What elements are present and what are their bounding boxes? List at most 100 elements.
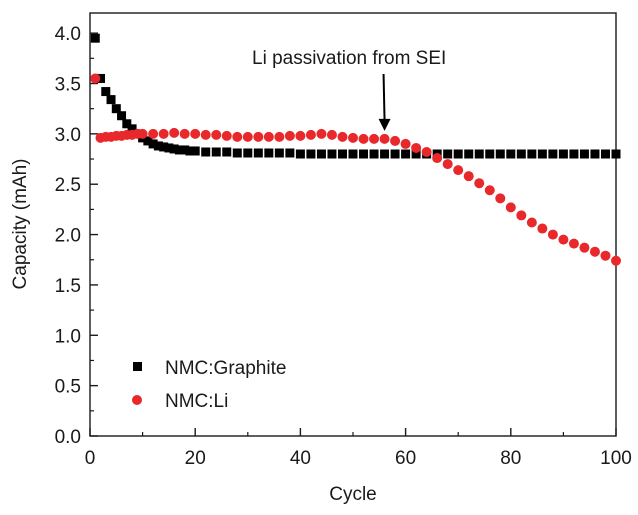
data-point-circle: [305, 129, 316, 140]
y-tick-label: 4.0: [55, 24, 81, 45]
y-tick-label: 0.5: [55, 377, 81, 398]
data-point-square: [106, 95, 116, 105]
x-tick-label: 80: [500, 448, 521, 469]
data-point-square: [90, 33, 100, 43]
data-point-square: [169, 144, 179, 154]
data-point-square: [527, 149, 537, 159]
data-point-circle: [505, 202, 516, 213]
data-point-square: [164, 143, 174, 153]
data-point-square: [274, 148, 284, 158]
data-series: [90, 33, 621, 266]
x-tick-label: 40: [290, 448, 311, 469]
legend-label-li: NMC:Li: [165, 391, 228, 412]
data-point-square: [348, 149, 358, 159]
data-point-circle: [411, 142, 422, 153]
data-point-square: [359, 149, 369, 159]
data-point-square: [411, 149, 421, 159]
data-point-square: [474, 149, 484, 159]
x-tick-label: 0: [85, 448, 96, 469]
data-point-circle: [326, 129, 337, 140]
data-point-circle: [558, 234, 569, 245]
data-point-circle: [232, 131, 243, 142]
data-point-circle: [316, 128, 327, 139]
data-point-square: [153, 141, 163, 151]
data-point-square: [232, 148, 242, 158]
data-point-circle: [295, 130, 306, 141]
data-point-circle: [400, 138, 411, 149]
data-point-circle: [242, 131, 253, 142]
data-point-square: [453, 149, 463, 159]
legend-label-graphite: NMC:Graphite: [165, 358, 286, 379]
data-point-square: [516, 149, 526, 159]
data-point-circle: [495, 193, 506, 204]
data-point-square: [306, 149, 316, 159]
data-point-square: [180, 145, 190, 155]
data-point-square: [537, 149, 547, 159]
legend-marker-graphite: [133, 362, 142, 371]
data-point-square: [337, 149, 347, 159]
data-point-square: [148, 139, 158, 149]
data-point-circle: [568, 238, 579, 249]
data-point-square: [295, 149, 305, 159]
data-point-square: [464, 149, 474, 159]
y-axis-title: Capacity (mAh): [10, 159, 31, 290]
data-point-square: [222, 147, 232, 157]
data-point-circle: [442, 159, 453, 170]
data-point-circle: [526, 217, 537, 228]
data-point-circle: [463, 171, 474, 182]
data-point-square: [506, 149, 516, 159]
data-point-circle: [537, 223, 548, 234]
data-point-circle: [474, 178, 485, 189]
data-point-circle: [547, 229, 558, 240]
data-point-square: [190, 146, 200, 156]
data-point-circle: [274, 131, 285, 142]
data-point-circle: [211, 129, 222, 140]
data-point-square: [122, 119, 132, 129]
data-point-square: [127, 124, 137, 134]
data-point-square: [185, 146, 195, 156]
data-point-circle: [484, 185, 495, 196]
data-point-square: [174, 145, 184, 155]
data-point-circle: [611, 255, 621, 266]
data-point-square: [579, 149, 589, 159]
data-point-circle: [284, 130, 295, 141]
data-point-circle: [90, 73, 101, 84]
x-tick-label: 60: [395, 448, 416, 469]
data-point-square: [101, 87, 111, 97]
y-tick-label: 3.5: [55, 75, 81, 96]
y-tick-label: 3.0: [55, 125, 81, 146]
data-point-circle: [169, 127, 180, 138]
data-point-square: [264, 148, 274, 158]
axis-ticks: 0 20 40 60 80 100 0.0 0.5 1.0 1.5 2.0 2.5 3.0 3.5 4.0: [55, 24, 632, 469]
data-point-square: [401, 149, 411, 159]
data-point-square: [548, 149, 558, 159]
data-point-square: [569, 149, 579, 159]
data-point-square: [253, 148, 263, 158]
annotation-arrow: [382, 73, 386, 121]
data-point-circle: [253, 131, 264, 142]
data-point-square: [443, 149, 453, 159]
data-point-circle: [579, 242, 590, 253]
y-tick-label: 2.0: [55, 226, 81, 247]
data-point-square: [143, 136, 153, 146]
data-point-square: [96, 73, 106, 83]
data-point-circle: [263, 131, 274, 142]
data-point-square: [590, 149, 600, 159]
data-point-circle: [453, 165, 464, 176]
annotation-arrowhead: [378, 118, 391, 131]
data-point-square: [285, 148, 295, 158]
data-point-circle: [390, 135, 401, 146]
data-point-circle: [148, 128, 159, 139]
data-point-circle: [137, 128, 148, 139]
data-point-square: [495, 149, 505, 159]
x-axis-title: Cycle: [329, 484, 377, 505]
data-point-square: [485, 149, 495, 159]
data-point-square: [380, 149, 390, 159]
data-point-square: [369, 149, 379, 159]
data-point-square: [211, 147, 221, 157]
data-point-circle: [379, 133, 390, 144]
data-point-square: [390, 149, 400, 159]
data-point-circle: [589, 246, 600, 257]
